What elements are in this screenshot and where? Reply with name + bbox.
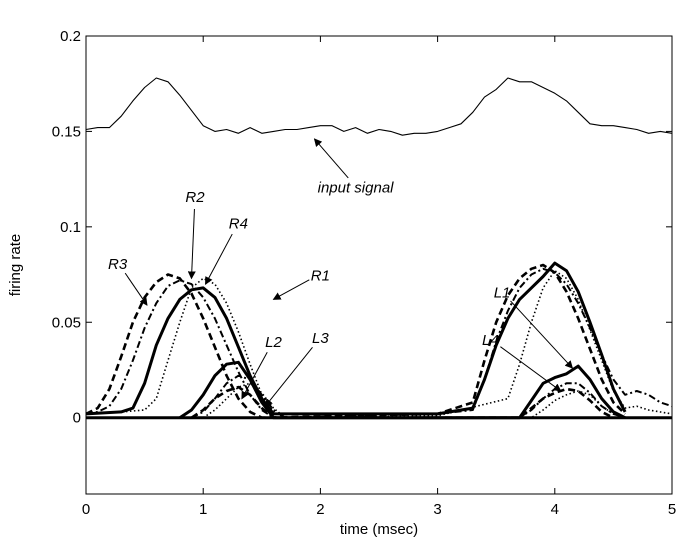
x-tick-label: 4 [551,501,559,518]
y-tick-label: 0.1 [60,219,81,236]
x-tick-label: 3 [433,501,441,518]
annotation-arrow [313,138,349,179]
x-tick-label: 2 [316,501,324,518]
annotation-arrow [124,272,148,306]
y-axis-label: firing rate [7,234,24,297]
annotation-label-r3: R3 [108,256,128,273]
annotation-label-r1: R1 [311,267,330,284]
y-tick-label: 0 [73,410,81,427]
series-line-r3 [85,263,627,420]
plot-area [85,35,673,495]
x-axis-label: time (msec) [340,521,418,538]
series-line-l4 [190,385,614,420]
y-tick-label: 0.05 [52,314,81,331]
annotation-arrow [272,279,310,300]
axis-ticks: 0 1 2 3 4 5 0 0.05 0.1 0.15 0.2 [52,28,676,518]
series-lines [85,77,673,420]
annotation-label-input-signal: input signal [318,179,395,196]
y-tick-label: 0.15 [52,123,81,140]
annotation-arrow [187,208,196,280]
annotation-label-l3: L3 [312,330,329,347]
series-line-l2 [191,374,626,419]
series-line-r1 [85,269,673,419]
series-line-r4 [85,261,627,416]
annotation-label-r2: R2 [185,189,205,206]
annotation-arrow [241,352,268,400]
annotation-arrow [264,346,313,407]
annotation-label-l1: L1 [494,284,511,301]
annotation-label-r4: R4 [229,216,248,233]
annotation-arrow [500,346,562,392]
annotation-label-l4: L4 [482,332,499,349]
annotation-arrow [205,233,233,285]
annotation-label-l2: L2 [265,334,282,351]
x-tick-label: 0 [82,501,90,518]
annotations: input signal R2 R4 R3 R1 L2 L3 L1 L4 [108,138,574,407]
y-tick-label: 0.2 [60,28,81,45]
annotation-arrow [510,300,574,369]
series-line-input-signal [85,77,673,136]
x-tick-label: 5 [668,501,676,518]
series-line-l3 [202,382,626,419]
x-tick-label: 1 [199,501,207,518]
